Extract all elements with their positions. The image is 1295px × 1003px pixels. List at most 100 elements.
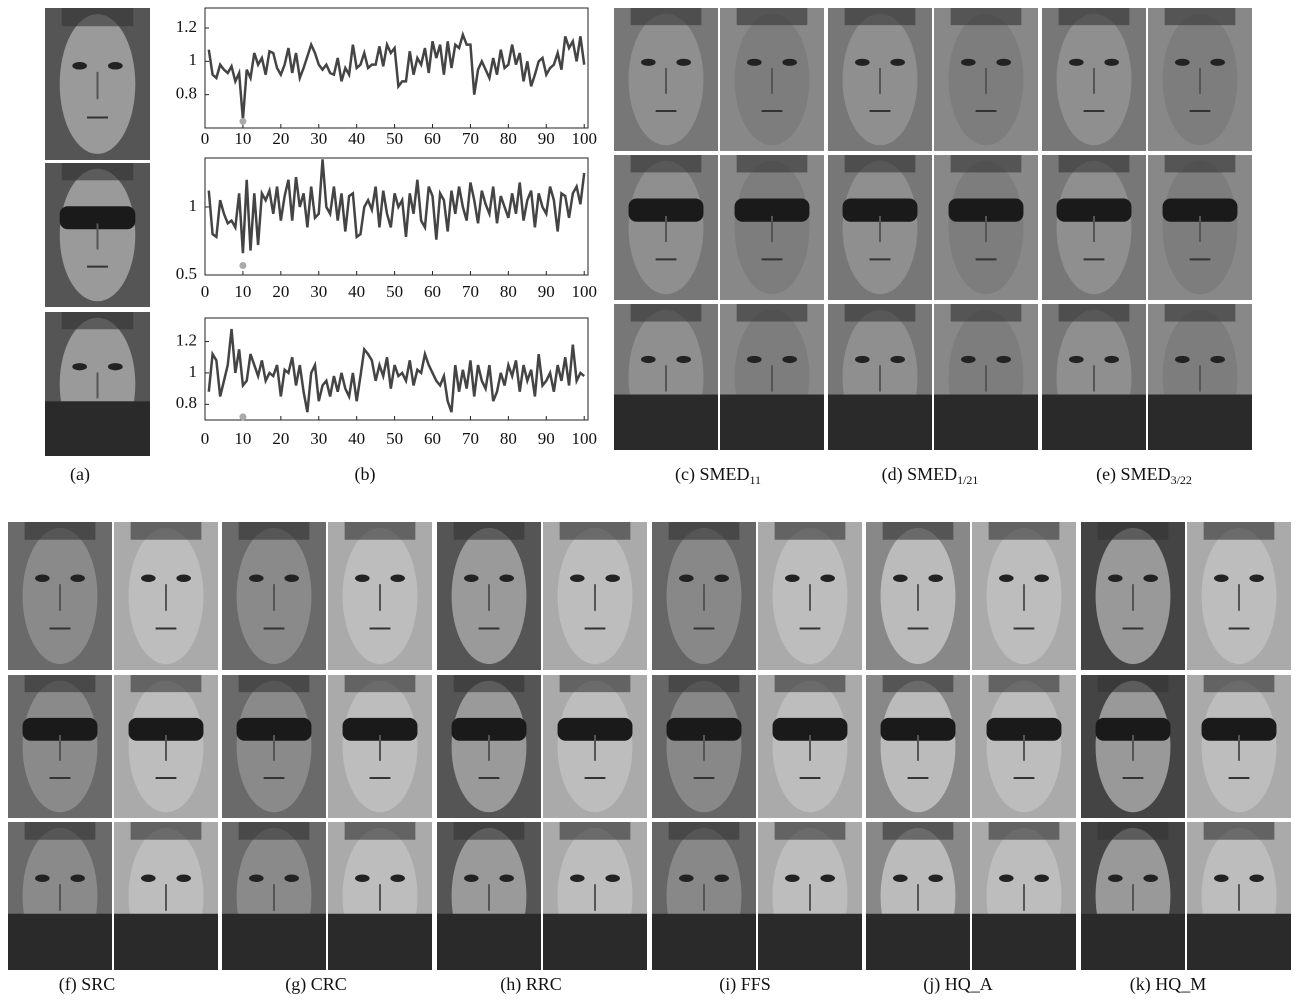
hair bbox=[131, 675, 202, 692]
hair bbox=[25, 822, 96, 840]
x-tick-label: 10 bbox=[234, 129, 251, 148]
eye bbox=[1214, 575, 1229, 582]
y-tick-label: 0.5 bbox=[176, 264, 197, 283]
eye bbox=[714, 575, 729, 582]
scarf bbox=[114, 914, 218, 970]
scarf bbox=[1081, 914, 1185, 970]
x-tick-label: 0 bbox=[201, 429, 210, 448]
hair bbox=[775, 675, 846, 692]
eye bbox=[464, 575, 479, 582]
caption-label: (g) CRC bbox=[285, 974, 347, 995]
caption: (b) bbox=[355, 464, 376, 485]
hair bbox=[775, 822, 846, 840]
hair bbox=[845, 155, 916, 172]
eye bbox=[855, 59, 870, 66]
caption-subscript: 1/21 bbox=[957, 473, 978, 487]
hair bbox=[989, 522, 1060, 540]
caption: (g) CRC bbox=[285, 974, 347, 995]
caption-label: (c) SMED bbox=[675, 464, 750, 485]
scarf bbox=[222, 914, 326, 970]
x-tick-label: 80 bbox=[500, 282, 517, 301]
hair bbox=[1165, 8, 1236, 25]
hair bbox=[131, 522, 202, 540]
x-tick-label: 100 bbox=[571, 282, 597, 301]
caption: (j) HQ_A bbox=[923, 974, 993, 995]
hair bbox=[631, 155, 702, 172]
scarf bbox=[328, 914, 432, 970]
hair bbox=[345, 675, 416, 692]
scarf bbox=[652, 914, 756, 970]
hair bbox=[631, 304, 702, 322]
caption: (d) SMED1/21 bbox=[882, 464, 979, 487]
eye bbox=[1069, 356, 1084, 363]
eye bbox=[893, 575, 908, 582]
y-tick-label: 1 bbox=[189, 50, 198, 69]
hair bbox=[737, 155, 808, 172]
eye bbox=[108, 363, 123, 370]
scarf bbox=[972, 914, 1076, 970]
hair bbox=[883, 522, 954, 540]
eye bbox=[820, 875, 835, 882]
caption: (c) SMED11 bbox=[675, 464, 761, 487]
hair bbox=[1098, 675, 1169, 692]
hair bbox=[1204, 675, 1275, 692]
hair bbox=[239, 675, 310, 692]
caption-label: (d) SMED bbox=[882, 464, 958, 485]
hair bbox=[1165, 155, 1236, 172]
x-tick-label: 70 bbox=[462, 429, 479, 448]
eye bbox=[1104, 356, 1119, 363]
eye bbox=[141, 575, 156, 582]
x-tick-label: 40 bbox=[348, 282, 365, 301]
x-tick-label: 50 bbox=[386, 429, 403, 448]
eye bbox=[855, 356, 870, 363]
caption-subscript: 3/22 bbox=[1171, 473, 1192, 487]
hair bbox=[62, 312, 133, 329]
caption: (h) RRC bbox=[500, 974, 562, 995]
scarf bbox=[8, 914, 112, 970]
caption-label: (f) SRC bbox=[59, 974, 116, 995]
hair bbox=[951, 304, 1022, 322]
eye bbox=[464, 875, 479, 882]
eye bbox=[676, 59, 691, 66]
eye bbox=[176, 875, 191, 882]
eye bbox=[570, 575, 585, 582]
hair bbox=[631, 8, 702, 25]
scarf bbox=[720, 395, 824, 450]
x-tick-label: 80 bbox=[500, 429, 517, 448]
eye bbox=[785, 875, 800, 882]
eye bbox=[499, 575, 514, 582]
x-tick-label: 60 bbox=[424, 429, 441, 448]
figure: 01020304050607080901000.811.201020304050… bbox=[0, 0, 1295, 998]
eye bbox=[1175, 59, 1190, 66]
scarf bbox=[758, 914, 862, 970]
hair bbox=[669, 522, 740, 540]
x-tick-label: 0 bbox=[201, 129, 210, 148]
eye bbox=[782, 59, 797, 66]
caption-label: (j) HQ_A bbox=[923, 974, 993, 995]
caption-label: (h) RRC bbox=[500, 974, 562, 995]
x-tick-label: 20 bbox=[272, 129, 289, 148]
x-tick-label: 50 bbox=[386, 129, 403, 148]
caption: (a) bbox=[70, 464, 90, 485]
hair bbox=[1059, 8, 1130, 25]
x-tick-label: 20 bbox=[272, 282, 289, 301]
eye bbox=[1249, 875, 1264, 882]
eye bbox=[108, 62, 123, 70]
eye bbox=[890, 356, 905, 363]
hair bbox=[1059, 304, 1130, 322]
x-tick-label: 60 bbox=[424, 282, 441, 301]
caption-label: (i) FFS bbox=[719, 974, 771, 995]
y-tick-label: 1 bbox=[189, 362, 198, 381]
caption-label: (a) bbox=[70, 464, 90, 485]
hair bbox=[1204, 522, 1275, 540]
eye bbox=[1034, 875, 1049, 882]
eye bbox=[355, 575, 370, 582]
hair bbox=[454, 675, 525, 692]
scarf bbox=[1148, 395, 1252, 450]
eye bbox=[605, 575, 620, 582]
eye bbox=[1210, 356, 1225, 363]
x-tick-label: 90 bbox=[538, 429, 555, 448]
eye bbox=[284, 575, 299, 582]
x-tick-label: 70 bbox=[462, 282, 479, 301]
eye bbox=[782, 356, 797, 363]
